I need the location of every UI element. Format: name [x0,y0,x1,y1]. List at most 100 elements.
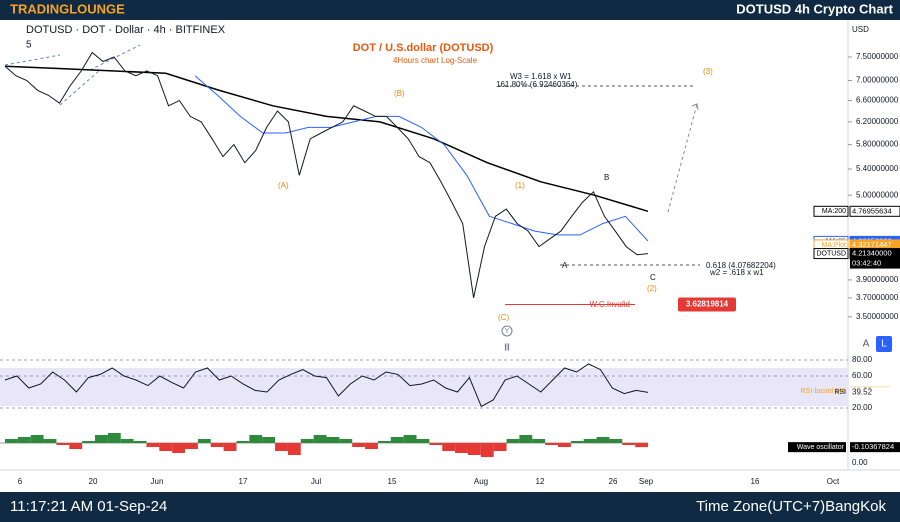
wave-label: (B) [394,89,405,98]
osc-bar [493,443,507,451]
osc-bar [275,443,288,451]
wave-label: Y [505,328,510,335]
osc-bar [17,437,31,443]
osc-bar [82,441,96,443]
ma35-line [194,75,649,242]
osc-bar [236,441,250,443]
name-label: Wave oscillator [797,444,845,451]
osc-bar [313,435,327,443]
invalid-box [678,297,736,312]
header-bar [0,0,900,20]
countdown-box [850,258,900,269]
x-tick-label: Oct [827,477,840,486]
wave-circle [501,325,513,337]
osc-bar [69,443,83,449]
x-tick-label: 17 [239,477,248,486]
osc-bar [455,443,468,453]
x-tick-label: 15 [388,477,397,486]
annotation: W3 = 1.618 x W1 [510,72,572,81]
symbol: DOTUSD · DOT · Dollar · 4h · BITFINEX [26,24,226,36]
wave-label: A [562,261,568,270]
x-tick-label: 26 [609,477,618,486]
name-label: RSI-based MA [800,388,846,395]
y-tick-label: 7.50000000 [856,52,899,61]
price-line [4,51,649,299]
osc-bar [429,443,443,445]
osc-bar [5,439,18,443]
x-tick-label: Jul [311,477,321,486]
name-box [813,205,849,217]
label-box [849,205,900,217]
wave-label: C [650,273,656,282]
value-label: 4.21340000 [852,249,892,258]
wave-label: (1) [515,181,525,190]
osc-bar [43,439,57,443]
osc-bar [442,443,456,451]
y-tick-label: 6.60000000 [856,96,899,105]
y-tick-label: 5.00000000 [856,190,899,199]
osc-bar [95,435,108,443]
osc-bar [596,437,610,443]
y-tick-label: 80.00 [852,355,873,364]
y-tick-label: 3.90000000 [856,275,899,284]
value-label: 4.76955634 [852,206,892,215]
x-tick-label: 12 [536,477,545,486]
x-tick-label: Jun [151,477,164,486]
osc-bar [120,439,134,443]
osc-bar [30,435,44,443]
y-tick-label: 20.00 [852,403,873,412]
name-label: MA:200 [822,208,846,215]
osc-bar [377,441,391,443]
osc-bar [365,443,378,449]
osc-bar [557,443,571,447]
osc-bar [287,443,301,455]
name-label: RSI [834,389,846,396]
projection-arrow [667,103,698,213]
value-label: 4.32171447 [852,240,892,249]
y-tick-label: 5.40000000 [856,164,899,173]
x-tick-label: 6 [18,477,23,486]
osc-bar [403,435,417,443]
osc-bar [532,439,546,443]
y-tick-label: 5.80000000 [856,140,899,149]
header-title: DOTUSD 4h Crypto Chart [736,1,893,16]
osc-bar [570,441,584,443]
osc-bar [326,437,340,443]
invalid-value: 3.62819814 [686,300,729,309]
y-tick-label: 3.50000000 [856,312,899,321]
button[interactable]: A [863,339,870,350]
name-label: DOTUSD [816,250,846,257]
osc-bar [352,443,366,447]
name-box [813,248,849,260]
button[interactable]: L [881,339,887,350]
trend-line [4,44,141,106]
annotation: 0.618 (4.07682204) [706,261,776,270]
osc-bar [506,439,520,443]
countdown: 03:42:40 [852,259,881,268]
osc-bar [339,439,353,443]
footer-bar [0,492,900,522]
osc-bar [210,443,224,447]
osc-bar [185,443,198,449]
annotation: 161.80% (6.92460364) [496,80,578,89]
value-label: -0.10367824 [852,442,894,451]
wave-label: (A) [278,181,289,190]
wave-label: (C) [498,313,509,322]
osc-bar [480,443,494,457]
osc-bar [609,439,623,443]
value-label: 39.52 [852,387,873,396]
button-bg[interactable] [876,336,892,352]
osc-bar [583,439,597,443]
y-tick-label: 3.70000000 [856,293,899,302]
chart-title: DOT / U.S.dollar (DOTUSD) [353,42,494,54]
rsi-band [0,368,848,406]
osc-bar [262,437,276,443]
x-tick-label: 16 [751,477,760,486]
osc-bar [416,439,430,443]
x-tick-label: Sep [639,477,654,486]
chart-subtitle: 4Hours chart Log-Scale [393,56,478,65]
osc-bar [635,443,648,448]
osc-bar [146,443,160,447]
